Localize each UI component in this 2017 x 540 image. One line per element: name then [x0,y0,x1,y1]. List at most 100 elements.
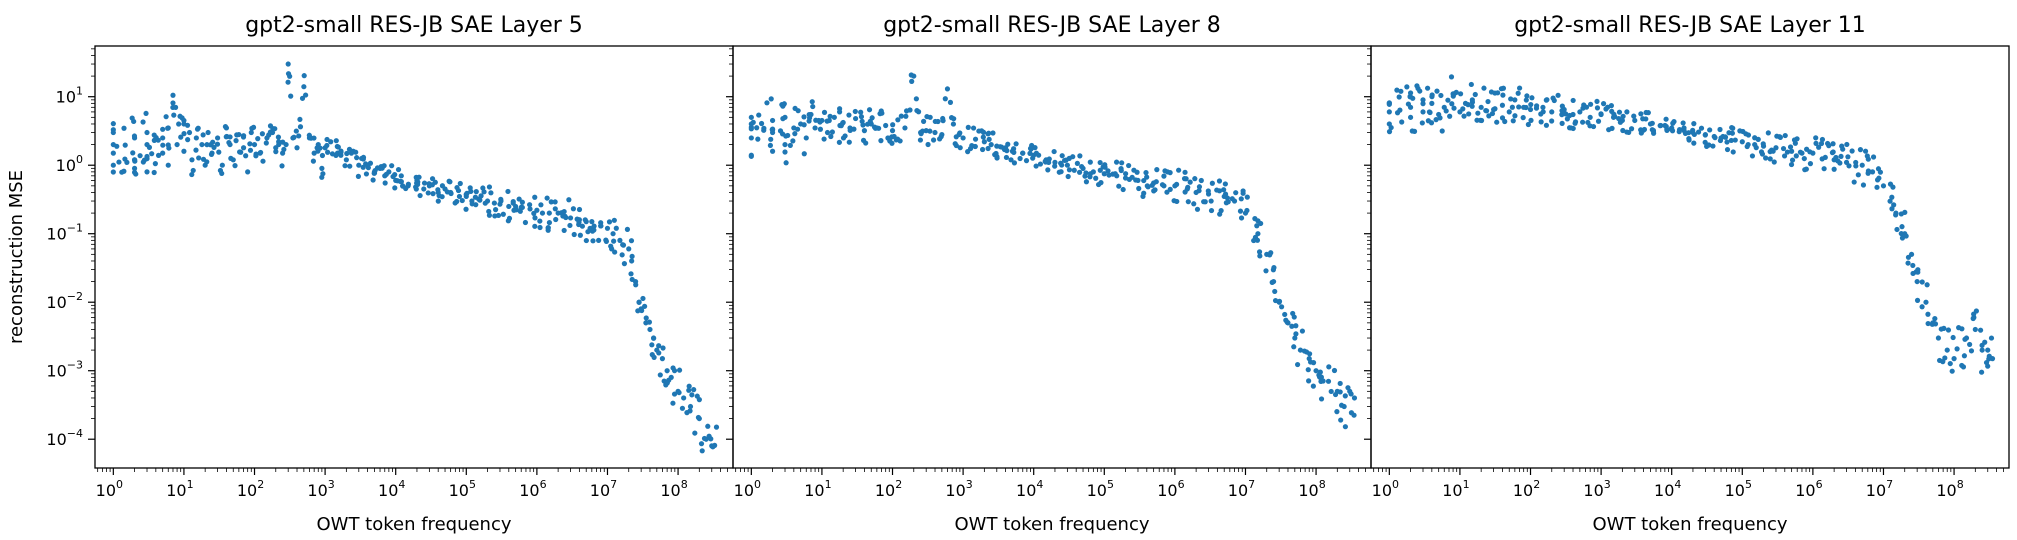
data-point [604,225,611,231]
data-point-cloud [247,147,254,153]
data-point-cloud [570,206,576,212]
data-point-cloud [297,116,303,123]
data-point-cloud [598,223,604,229]
data-point-cloud [898,113,904,119]
data-point [1351,395,1358,401]
data-point-cloud [417,192,423,199]
data-point [319,165,325,171]
data-point-cloud [1017,155,1023,162]
data-point-cloud [1411,128,1418,134]
data-point-cloud [1481,85,1487,91]
data-point-cloud [1004,148,1010,154]
data-point-cloud [876,125,882,131]
x-tick-label: 105 [449,478,476,500]
data-point-cloud [1910,262,1916,269]
data-point-cloud [363,161,369,167]
data-point-cloud [1801,155,1807,162]
data-point-cloud [1789,157,1796,163]
data-point-cloud [925,141,931,148]
data-point-cloud [1037,161,1044,167]
data-point-cloud [275,134,282,140]
data-point [861,128,868,134]
data-point-cloud [1449,101,1455,107]
data-point [629,258,635,264]
data-point-cloud [1098,180,1104,186]
data-point [1773,145,1779,151]
data-point-cloud [921,118,927,124]
data-point-cloud [1461,113,1467,119]
data-point-cloud [656,350,662,356]
data-point-cloud [457,180,463,187]
data-point-cloud [1643,109,1649,116]
data-point-cloud [421,180,428,186]
data-point-cloud [447,179,453,185]
data-point-cloud [1509,104,1515,110]
data-point-cloud [1682,130,1689,136]
data-point-cloud [1819,136,1826,143]
data-point-cloud [184,122,191,128]
data-point-cloud [646,319,653,325]
data-point-cloud [392,172,398,178]
data-point-cloud [698,441,705,447]
data-point-cloud [1437,115,1443,121]
data-point-cloud [561,227,567,234]
data-point-cloud [813,117,819,123]
data-point-cloud [110,169,116,175]
data-point-cloud [1233,190,1239,196]
data-point-cloud [153,135,159,141]
data-point [1880,183,1887,189]
data-point-cloud [1256,249,1263,255]
data-point-cloud [537,218,543,224]
data-point-cloud [1272,288,1278,295]
data-point-cloud [347,163,353,169]
chart-panel-2: 100 101 102 103 104 105 106 107 108 gpt2-small RE… [726,13,1372,535]
data-point-cloud [994,153,1000,160]
y-tick-label: 101 [56,85,83,107]
data-point-cloud [1417,88,1423,94]
data-point-cloud [132,158,138,164]
data-point-cloud [1056,169,1062,175]
data-point-cloud [1797,149,1804,155]
data-point-cloud [1396,94,1402,100]
data-point-cloud [801,151,807,157]
data-point-cloud [806,112,812,118]
data-point-cloud [238,149,244,155]
data-point-cloud [1760,141,1766,147]
data-point-cloud [293,128,299,134]
data-point-cloud [477,197,483,203]
data-point-cloud [1087,159,1093,165]
data-point-cloud [1691,140,1697,146]
data-point-cloud [1425,118,1431,124]
data-point-cloud [755,136,761,142]
data-point-cloud [611,238,617,244]
data-point-cloud [1559,120,1565,126]
data-point-cloud [801,114,807,120]
x-tick-label: 104 [378,478,405,500]
y-tick-label: 10−1 [46,222,83,244]
data-point-cloud [553,216,559,223]
data-point-cloud [660,345,666,351]
data-point-cloud [250,124,257,130]
data-point-cloud [266,132,272,138]
data-point-cloud [1448,74,1455,80]
data-point [506,203,512,210]
data-point [902,125,908,131]
data-point-cloud [395,166,402,173]
data-point [589,219,595,225]
data-point-cloud [133,171,139,177]
data-point-cloud [1407,90,1414,96]
data-point-cloud [247,141,253,147]
data-point [343,157,349,163]
data-point-cloud [204,159,210,165]
data-point-cloud [1030,155,1036,161]
data-point-cloud [1932,315,1938,322]
data-point-cloud [1833,154,1839,161]
data-point-cloud [1641,126,1648,133]
data-point-cloud [1405,101,1411,107]
data-point-cloud [163,114,169,120]
data-point-cloud [552,199,558,205]
data-point-cloud [1149,182,1155,188]
data-point-cloud [1289,323,1295,329]
data-point [1944,347,1950,353]
x-tick-label: 104 [1016,478,1043,500]
